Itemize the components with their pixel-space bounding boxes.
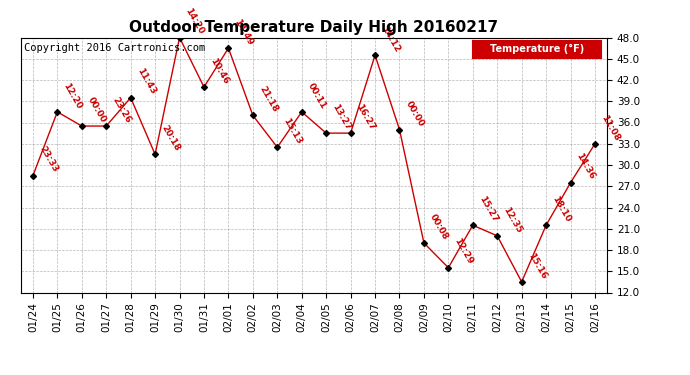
Text: 14:49: 14:49 bbox=[233, 17, 255, 47]
Text: 00:00: 00:00 bbox=[86, 96, 108, 124]
Text: 18:10: 18:10 bbox=[550, 195, 572, 224]
Text: 15:13: 15:13 bbox=[282, 117, 304, 146]
Text: 00:08: 00:08 bbox=[428, 213, 450, 242]
Text: 11:08: 11:08 bbox=[599, 113, 621, 142]
Text: 16:27: 16:27 bbox=[355, 102, 377, 132]
Text: 11:43: 11:43 bbox=[135, 67, 157, 96]
Text: 14:12: 14:12 bbox=[380, 24, 402, 54]
Text: 15:16: 15:16 bbox=[526, 251, 548, 280]
Text: Copyright 2016 Cartronics.com: Copyright 2016 Cartronics.com bbox=[23, 43, 205, 52]
Text: 23:26: 23:26 bbox=[110, 95, 132, 124]
Text: 12:29: 12:29 bbox=[453, 237, 475, 266]
Text: 14:20: 14:20 bbox=[184, 7, 206, 36]
Text: 10:46: 10:46 bbox=[208, 56, 230, 86]
Text: 14:36: 14:36 bbox=[575, 152, 597, 182]
Text: 00:11: 00:11 bbox=[306, 81, 328, 111]
Text: 23:33: 23:33 bbox=[37, 145, 59, 174]
Text: 15:27: 15:27 bbox=[477, 194, 499, 224]
Title: Outdoor Temperature Daily High 20160217: Outdoor Temperature Daily High 20160217 bbox=[130, 20, 498, 35]
Text: 00:00: 00:00 bbox=[404, 99, 426, 128]
Text: 12:20: 12:20 bbox=[61, 81, 83, 111]
Text: 13:27: 13:27 bbox=[331, 102, 353, 132]
Text: 12:35: 12:35 bbox=[502, 205, 524, 234]
Text: 21:18: 21:18 bbox=[257, 85, 279, 114]
Text: 20:18: 20:18 bbox=[159, 124, 181, 153]
